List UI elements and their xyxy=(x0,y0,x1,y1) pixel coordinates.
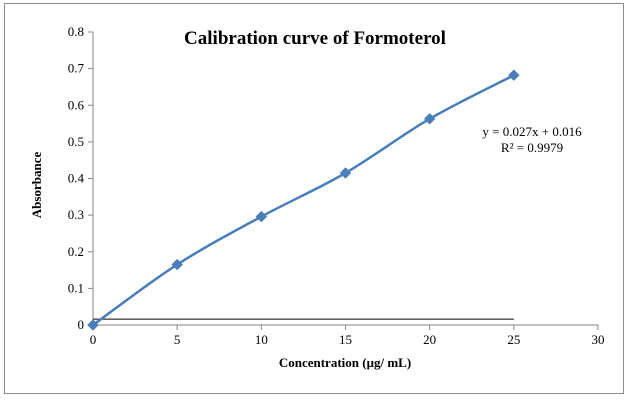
plot-area: 0 0.1 0.2 0.3 0.4 0.5 0.6 0.7 0.8 0 5 10 15 20 25 30 xyxy=(68,24,605,347)
data-point-marker xyxy=(171,258,183,271)
y-tick-label: 0.6 xyxy=(68,97,85,112)
data-point-marker xyxy=(423,113,436,125)
x-tick-label: 30 xyxy=(592,332,605,347)
x-tick-label: 20 xyxy=(423,332,436,347)
data-point-marker xyxy=(508,69,520,81)
y-tick-label: 0.8 xyxy=(68,24,84,39)
y-tick-label: 0.7 xyxy=(68,61,85,76)
x-tick-label: 15 xyxy=(339,332,352,347)
data-point-marker xyxy=(87,319,99,331)
regression-equation: y = 0.027x + 0.016 xyxy=(482,124,582,139)
x-tick-label: 0 xyxy=(90,332,97,347)
data-point-marker xyxy=(339,167,352,179)
y-tick-label: 0.4 xyxy=(68,171,85,186)
series-line xyxy=(92,74,515,327)
x-axis-label: Concentration (μg/ mL) xyxy=(279,355,411,370)
r-squared-value: R² = 0.9979 xyxy=(501,140,563,155)
chart-frame xyxy=(4,3,624,394)
y-axis-label: Absorbance xyxy=(29,152,44,219)
y-tick-label: 0.5 xyxy=(68,134,84,149)
x-tick-label: 10 xyxy=(255,332,268,347)
x-tick-label: 5 xyxy=(174,332,181,347)
y-tick-label: 0.1 xyxy=(68,280,84,295)
y-tick-label: 0.3 xyxy=(68,207,84,222)
y-tick-label: 0.2 xyxy=(68,244,84,259)
y-tick-label: 0 xyxy=(78,317,85,332)
chart-title: Calibration curve of Formoterol xyxy=(184,28,446,49)
x-tick-label: 25 xyxy=(507,332,520,347)
data-point-marker xyxy=(255,210,268,223)
